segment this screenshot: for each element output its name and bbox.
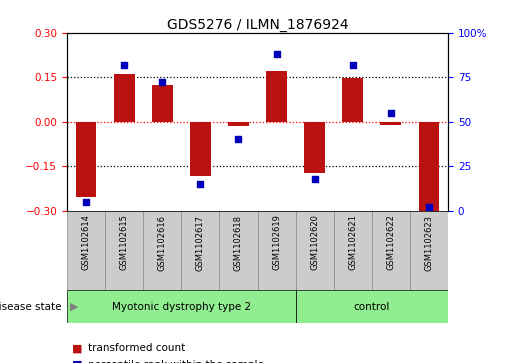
Title: GDS5276 / ILMN_1876924: GDS5276 / ILMN_1876924 bbox=[167, 18, 348, 32]
Bar bbox=[296, 211, 334, 290]
Point bbox=[272, 51, 281, 57]
Point bbox=[387, 110, 395, 115]
Point bbox=[158, 79, 166, 85]
Text: GSM1102623: GSM1102623 bbox=[424, 215, 434, 270]
Point bbox=[311, 176, 319, 182]
Bar bbox=[67, 211, 105, 290]
Text: ■: ■ bbox=[72, 360, 82, 363]
Text: GSM1102618: GSM1102618 bbox=[234, 215, 243, 270]
Text: ■: ■ bbox=[72, 343, 82, 354]
Bar bbox=[181, 211, 219, 290]
Bar bbox=[334, 211, 372, 290]
Bar bbox=[67, 290, 296, 323]
Text: control: control bbox=[354, 302, 390, 312]
Text: disease state: disease state bbox=[0, 302, 62, 312]
Bar bbox=[114, 74, 134, 122]
Text: GSM1102616: GSM1102616 bbox=[158, 215, 167, 270]
Bar bbox=[152, 85, 173, 122]
Text: GSM1102620: GSM1102620 bbox=[310, 215, 319, 270]
Point bbox=[82, 199, 90, 205]
Text: GSM1102617: GSM1102617 bbox=[196, 215, 205, 270]
Point bbox=[234, 136, 243, 142]
Text: GSM1102614: GSM1102614 bbox=[81, 215, 91, 270]
Bar bbox=[190, 122, 211, 176]
Point bbox=[196, 181, 204, 187]
Point bbox=[120, 62, 128, 68]
Bar bbox=[105, 211, 143, 290]
Point bbox=[425, 204, 433, 210]
Bar bbox=[342, 78, 363, 122]
Text: Myotonic dystrophy type 2: Myotonic dystrophy type 2 bbox=[112, 302, 251, 312]
Bar bbox=[372, 211, 410, 290]
Text: percentile rank within the sample: percentile rank within the sample bbox=[88, 360, 264, 363]
Point bbox=[349, 62, 357, 68]
Text: ▶: ▶ bbox=[70, 302, 78, 312]
Text: transformed count: transformed count bbox=[88, 343, 185, 354]
Text: GSM1102619: GSM1102619 bbox=[272, 215, 281, 270]
Text: GSM1102622: GSM1102622 bbox=[386, 215, 396, 270]
Bar bbox=[228, 122, 249, 126]
Bar bbox=[304, 122, 325, 174]
Bar bbox=[381, 122, 401, 125]
Bar bbox=[296, 290, 448, 323]
Bar bbox=[410, 211, 448, 290]
Bar bbox=[219, 211, 258, 290]
Text: GSM1102615: GSM1102615 bbox=[119, 215, 129, 270]
Bar bbox=[266, 71, 287, 122]
Bar bbox=[76, 122, 96, 197]
Text: GSM1102621: GSM1102621 bbox=[348, 215, 357, 270]
Bar bbox=[419, 122, 439, 211]
Bar bbox=[258, 211, 296, 290]
Bar bbox=[143, 211, 181, 290]
